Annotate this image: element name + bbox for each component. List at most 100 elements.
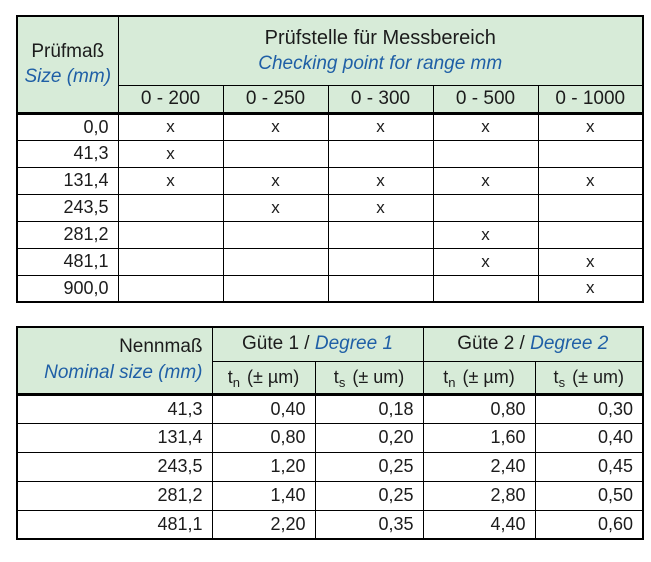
mark-cell bbox=[327, 247, 434, 276]
group-header-degree-1: Güte 1 / Degree 1 bbox=[211, 326, 424, 362]
size-cell: 481,1 bbox=[16, 509, 213, 540]
range-header-0-1000: 0 - 1000 bbox=[537, 84, 644, 115]
mark-cell: x bbox=[537, 166, 644, 195]
mark-cell bbox=[222, 274, 329, 303]
mark-cell bbox=[537, 139, 644, 168]
table1-range-header-row: 0 - 200 0 - 250 0 - 300 0 - 500 0 - 1000 bbox=[17, 84, 644, 115]
unit-label: (± µm) bbox=[462, 366, 515, 387]
table1-corner-label-en: Size (mm) bbox=[24, 66, 112, 88]
table1-corner-label-de: Prüfmaß bbox=[31, 41, 105, 63]
value-cell: 4,40 bbox=[422, 509, 536, 540]
t-subscript: s bbox=[558, 374, 566, 390]
size-cell: 131,4 bbox=[16, 422, 213, 453]
t-symbol: t bbox=[553, 366, 559, 387]
value-cell: 2,80 bbox=[422, 480, 536, 511]
unit-label: (± um) bbox=[352, 366, 405, 387]
size-cell: 0,0 bbox=[16, 112, 119, 141]
group-label-en: Degree 1 bbox=[314, 333, 394, 355]
mark-cell: x bbox=[222, 112, 329, 141]
t-symbol: t bbox=[443, 366, 449, 387]
mark-cell: x bbox=[327, 166, 434, 195]
size-cell: 281,2 bbox=[16, 220, 119, 249]
t-subscript: n bbox=[232, 374, 240, 390]
mark-cell: x bbox=[222, 166, 329, 195]
mark-cell bbox=[222, 220, 329, 249]
size-cell: 131,4 bbox=[16, 166, 119, 195]
mark-cell: x bbox=[117, 166, 224, 195]
group-header-degree-2: Güte 2 / Degree 2 bbox=[422, 326, 644, 362]
mark-cell bbox=[117, 193, 224, 222]
mark-cell: x bbox=[117, 112, 224, 141]
table2-row: 281,2 1,40 0,25 2,80 0,50 bbox=[16, 480, 644, 511]
value-cell: 0,25 bbox=[314, 480, 424, 511]
table1-title-row: Prüfmaß Size (mm) Prüfstelle für Messber… bbox=[16, 15, 644, 115]
mark-cell bbox=[537, 220, 644, 249]
mark-cell: x bbox=[327, 112, 434, 141]
mark-cell bbox=[432, 193, 539, 222]
table1-row: 281,2 x bbox=[16, 220, 644, 249]
unit-label: (± um) bbox=[572, 366, 624, 387]
mark-cell: x bbox=[432, 112, 539, 141]
table1-row: 481,1 x x bbox=[16, 247, 644, 276]
t-symbol: t bbox=[333, 366, 339, 387]
table2-row: 481,1 2,20 0,35 4,40 0,60 bbox=[16, 509, 644, 540]
mark-cell bbox=[327, 220, 434, 249]
table2-row: 243,5 1,20 0,25 2,40 0,45 bbox=[16, 451, 644, 482]
mark-cell bbox=[432, 139, 539, 168]
tolerances-table: Nennmaß Nominal size (mm) Güte 1 / Degre… bbox=[16, 326, 644, 540]
range-header-0-200: 0 - 200 bbox=[117, 84, 224, 115]
value-cell: 0,45 bbox=[534, 451, 644, 482]
mark-cell bbox=[327, 274, 434, 303]
t-symbol: t bbox=[227, 366, 233, 387]
value-cell: 0,60 bbox=[534, 509, 644, 540]
checking-points-table: Prüfmaß Size (mm) Prüfstelle für Messber… bbox=[16, 15, 644, 303]
table2-row: 131,4 0,80 0,20 1,60 0,40 bbox=[16, 422, 644, 453]
value-cell: 0,18 bbox=[314, 393, 424, 424]
size-cell: 481,1 bbox=[16, 247, 119, 276]
value-cell: 0,80 bbox=[422, 393, 536, 424]
mark-cell bbox=[222, 247, 329, 276]
mark-cell bbox=[327, 139, 434, 168]
value-cell: 0,50 bbox=[534, 480, 644, 511]
mark-cell: x bbox=[537, 112, 644, 141]
value-cell: 1,20 bbox=[211, 451, 316, 482]
sub-header-tn-degree1: tn (± µm) bbox=[211, 360, 316, 396]
range-header-0-300: 0 - 300 bbox=[327, 84, 434, 115]
mark-cell bbox=[222, 139, 329, 168]
mark-cell: x bbox=[117, 139, 224, 168]
value-cell: 2,40 bbox=[422, 451, 536, 482]
table1-title-cell: Prüfstelle für Messbereich Checking poin… bbox=[117, 15, 644, 86]
range-header-0-500: 0 - 500 bbox=[432, 84, 539, 115]
table1-corner-cell: Prüfmaß Size (mm) bbox=[16, 15, 119, 115]
table2-corner-label-de: Nennmaß bbox=[119, 336, 203, 358]
mark-cell bbox=[432, 274, 539, 303]
unit-label: (± µm) bbox=[247, 366, 300, 387]
sub-header-ts-degree2: ts (± um) bbox=[534, 360, 644, 396]
table1-row: 41,3 x bbox=[16, 139, 644, 168]
sub-header-ts-degree1: ts (± um) bbox=[314, 360, 424, 396]
value-cell: 0,80 bbox=[211, 422, 316, 453]
t-subscript: s bbox=[338, 374, 346, 390]
table2-corner-label-en: Nominal size (mm) bbox=[44, 362, 203, 384]
value-cell: 0,25 bbox=[314, 451, 424, 482]
value-cell: 0,20 bbox=[314, 422, 424, 453]
mark-cell bbox=[117, 247, 224, 276]
table1-row: 900,0 x bbox=[16, 274, 644, 303]
mark-cell: x bbox=[327, 193, 434, 222]
table2-group-header-row: Nennmaß Nominal size (mm) Güte 1 / Degre… bbox=[16, 326, 644, 396]
size-cell: 243,5 bbox=[16, 193, 119, 222]
mark-cell bbox=[117, 274, 224, 303]
table1-title-en: Checking point for range mm bbox=[258, 53, 503, 75]
mark-cell bbox=[537, 193, 644, 222]
mark-cell: x bbox=[537, 274, 644, 303]
mark-cell: x bbox=[432, 220, 539, 249]
table1-row: 243,5 x x bbox=[16, 193, 644, 222]
table2-sub-header-row: tn (± µm) ts (± um) tn (± µm) ts (± um) bbox=[17, 360, 644, 396]
size-cell: 281,2 bbox=[16, 480, 213, 511]
table1-title-de: Prüfstelle für Messbereich bbox=[264, 27, 496, 50]
size-cell: 41,3 bbox=[16, 139, 119, 168]
mark-cell: x bbox=[222, 193, 329, 222]
table1-row: 0,0 x x x x x bbox=[16, 112, 644, 141]
value-cell: 0,40 bbox=[211, 393, 316, 424]
